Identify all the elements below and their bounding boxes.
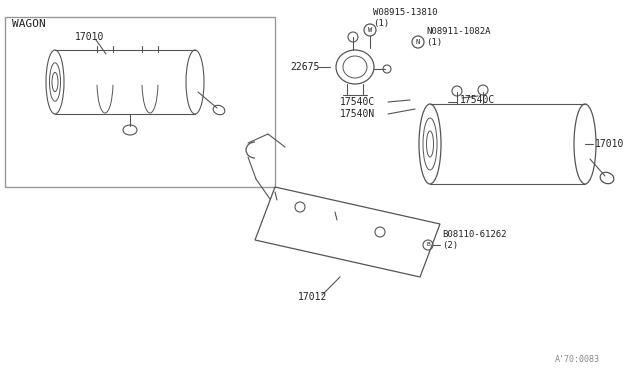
Text: 17010: 17010 [75,32,104,42]
Text: A'70:0083: A'70:0083 [555,356,600,365]
Bar [5,17,275,187]
Text: WAGON: WAGON [12,19,45,29]
Text: 17010: 17010 [595,139,625,149]
Text: N: N [416,39,420,45]
Text: N08911-1082A
(1): N08911-1082A (1) [426,27,490,47]
Text: 22675: 22675 [290,62,319,72]
Text: 17540N: 17540N [340,109,375,119]
Text: B08110-61262
(2): B08110-61262 (2) [442,230,506,250]
Text: 17012: 17012 [298,292,328,302]
Text: 17540C: 17540C [460,95,495,105]
Text: W: W [368,27,372,33]
Text: 17540C: 17540C [340,97,375,107]
Text: B: B [426,243,430,247]
Text: W08915-13810
(1): W08915-13810 (1) [373,8,438,28]
